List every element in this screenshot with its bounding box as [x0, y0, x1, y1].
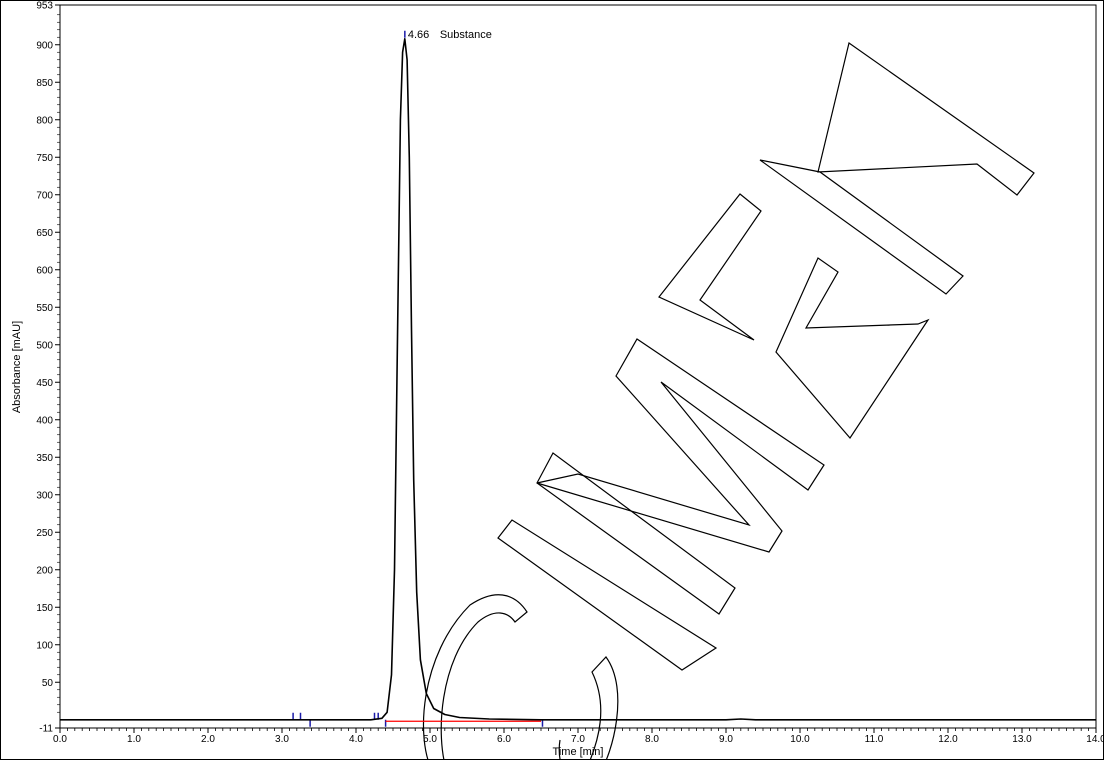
watermark-letter-p: [589, 656, 619, 760]
y-tick-label: 953: [36, 1, 53, 12]
y-tick-label: 750: [36, 153, 53, 164]
series-layer: [60, 37, 1096, 722]
x-tick-label: 12.0: [938, 734, 958, 745]
specimen-watermark: [422, 42, 1035, 760]
y-tick-label: 450: [36, 378, 53, 389]
x-tick-label: 9.0: [719, 734, 733, 745]
y-axis: 953 900 850 800 750 700 650 600 550 500 450 400 350 3…: [36, 1, 60, 735]
chromatogram-trace: [60, 37, 1096, 721]
x-tick-label: 3.0: [275, 734, 289, 745]
x-tick-label: 2.0: [201, 734, 215, 745]
x-tick-label: 10.0: [790, 734, 810, 745]
x-tick-label: 11.0: [865, 734, 884, 745]
watermark-letter-c: [536, 452, 736, 615]
y-tick-label: 650: [36, 228, 53, 239]
x-tick-label: 13.0: [1012, 734, 1032, 745]
y-tick-label: 50: [42, 678, 54, 689]
y-tick-label: 400: [36, 415, 53, 426]
watermark-letter-e1: [497, 519, 718, 671]
peak-time-label: 4.66: [408, 29, 429, 41]
watermark-letter-m-left: [658, 193, 762, 341]
x-tick-label: 7.0: [571, 734, 585, 745]
x-tick-label: 6.0: [497, 734, 511, 745]
x-axis-title: Time [min]: [553, 746, 604, 758]
watermark-letter-m-right: [775, 257, 930, 439]
y-tick-label: 600: [36, 265, 53, 276]
peak-name-label: Substance: [440, 29, 492, 41]
watermark-letter-n: [817, 42, 1035, 196]
x-tick-label: 14.0: [1086, 734, 1104, 745]
y-tick-label: 550: [36, 303, 53, 314]
x-axis: 0.0 1.0 2.0 3.0 4.0 5.0 6.0 7.0 8.0 9.0 10.0 11.0 12…: [53, 728, 1104, 745]
y-tick-label: 100: [36, 640, 53, 651]
x-tick-label: 8.0: [645, 734, 659, 745]
y-tick-label: 850: [36, 78, 53, 89]
watermark-letter-s: [422, 594, 561, 760]
y-tick-label: 900: [36, 40, 53, 51]
watermark-letter-i: [536, 338, 825, 553]
x-tick-label: 4.0: [349, 734, 363, 745]
y-tick-label: 350: [36, 453, 53, 464]
y-tick-label: 300: [36, 490, 53, 501]
y-tick-label: -11: [39, 724, 53, 735]
y-tick-label: 500: [36, 340, 53, 351]
y-tick-label: 250: [36, 528, 53, 539]
x-tick-label: 1.0: [127, 734, 141, 745]
annotation-layer: 4.66 Substance: [404, 29, 492, 41]
y-tick-label: 200: [36, 565, 53, 576]
y-axis-title: Absorbance [mAU]: [11, 321, 23, 413]
y-tick-label: 800: [36, 115, 53, 126]
x-tick-label: 5.0: [423, 734, 437, 745]
y-tick-label: 150: [36, 603, 53, 614]
x-tick-label: 0.0: [53, 734, 67, 745]
watermark-letter-e2: [759, 159, 964, 295]
y-tick-label: 700: [36, 190, 53, 201]
